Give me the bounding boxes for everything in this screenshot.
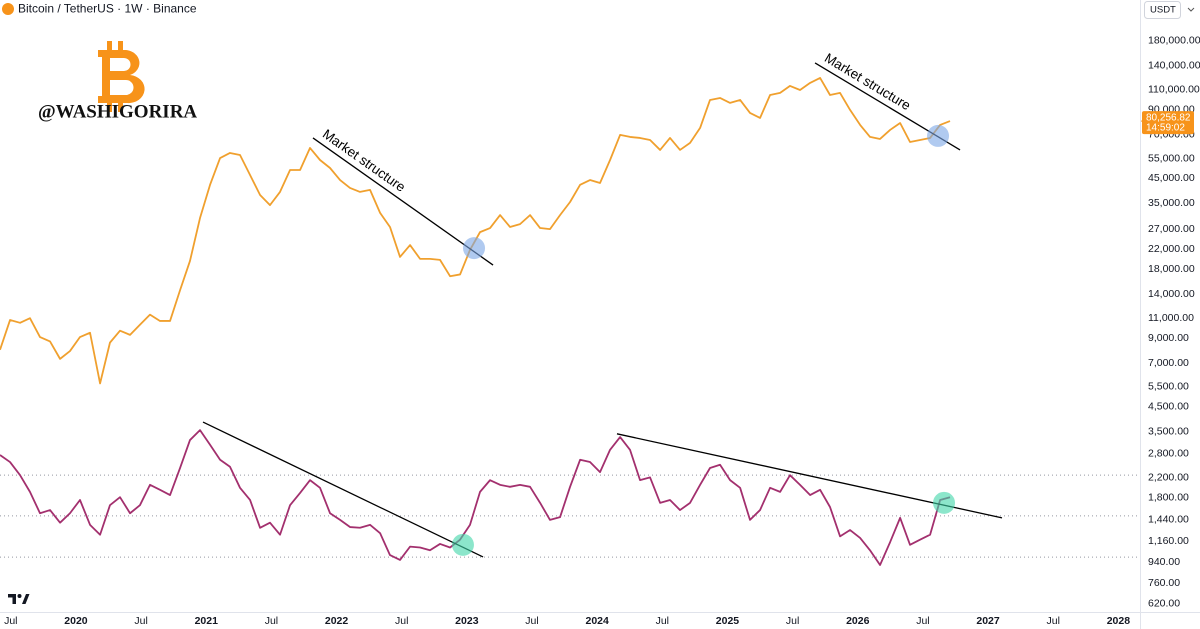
- x-tick-label: Jul: [395, 615, 408, 627]
- y-tick-label: 14,000.00: [1148, 288, 1195, 300]
- countdown: 14:59:02: [1146, 123, 1185, 134]
- x-tick-label: Jul: [1047, 615, 1060, 627]
- x-tick-label: Jul: [265, 615, 278, 627]
- y-tick-label: 760.00: [1148, 577, 1180, 589]
- highlight: [933, 491, 956, 514]
- currency-box[interactable]: [1144, 1, 1181, 19]
- y-tick-label: 110,000.00: [1148, 84, 1200, 96]
- x-tick-label: 2025: [716, 615, 740, 627]
- x-tick-label: Jul: [525, 615, 538, 627]
- y-tick-label: 7,000.00: [1148, 357, 1189, 369]
- coin-icon: [2, 3, 14, 15]
- y-tick-label: 1,800.00: [1148, 492, 1189, 504]
- y-tick-label: 2,200.00: [1148, 472, 1189, 484]
- y-tick-label: 4,500.00: [1148, 401, 1189, 413]
- highlight: [927, 124, 950, 147]
- y-tick-label: 27,000.00: [1148, 223, 1195, 235]
- x-tick-label: 2024: [585, 615, 609, 627]
- y-tick-label: 5,500.00: [1148, 381, 1189, 393]
- x-tick-label: 2028: [1107, 615, 1131, 627]
- y-tick-label: 2,800.00: [1148, 448, 1189, 460]
- x-tick-label: Jul: [916, 615, 929, 627]
- y-tick-label: 940.00: [1148, 556, 1180, 568]
- x-tick-label: 2021: [195, 615, 219, 627]
- x-tick-label: 2022: [325, 615, 349, 627]
- x-tick-label: Jul: [4, 615, 17, 627]
- x-tick-label: 2027: [976, 615, 1000, 627]
- y-tick-label: 1,160.00: [1148, 535, 1189, 547]
- y-tick-label: 45,000.00: [1148, 172, 1195, 184]
- y-tick-label: 620.00: [1148, 597, 1180, 609]
- highlight: [451, 533, 474, 556]
- y-tick-label: 18,000.00: [1148, 263, 1195, 275]
- y-tick-label: 9,000.00: [1148, 332, 1189, 344]
- y-tick-label: 180,000.00: [1148, 35, 1200, 47]
- highlight: [463, 237, 486, 260]
- y-tick-label: 22,000.00: [1148, 243, 1195, 255]
- symbol-title: Bitcoin / TetherUS · 1W · Binance: [18, 2, 197, 16]
- last-price: 80,256.82: [1146, 113, 1191, 124]
- y-tick-label: 55,000.00: [1148, 152, 1195, 164]
- currency[interactable]: USDT: [1150, 5, 1176, 16]
- x-tick-label: Jul: [656, 615, 669, 627]
- watermark: @WASHIGORIRA: [38, 101, 197, 122]
- y-tick-label: 140,000.00: [1148, 60, 1200, 72]
- last-price-box: [1142, 111, 1194, 135]
- tradingview-logo: [8, 594, 30, 604]
- currency-chevron[interactable]: [1187, 7, 1195, 12]
- x-tick-label: 2023: [455, 615, 479, 627]
- trend-line: [312, 137, 494, 266]
- y-tick-label: 1,440.00: [1148, 514, 1189, 526]
- y-tick-label: 35,000.00: [1148, 197, 1195, 209]
- y-tick-label: 11,000.00: [1148, 312, 1194, 324]
- trend-line: [202, 421, 484, 558]
- x-tick-label: 2020: [64, 615, 88, 627]
- x-tick-label: 2026: [846, 615, 870, 627]
- y-tick-label: 3,500.00: [1148, 426, 1189, 438]
- x-tick-label: Jul: [786, 615, 799, 627]
- series-line: [0, 429, 951, 566]
- bitcoin-logo: [98, 41, 145, 112]
- x-tick-label: Jul: [134, 615, 147, 627]
